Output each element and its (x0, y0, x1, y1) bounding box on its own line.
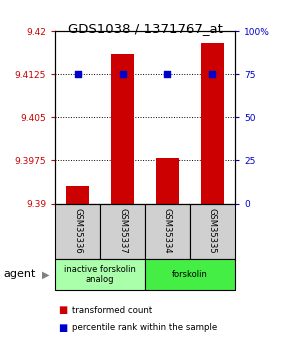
Text: GDS1038 / 1371767_at: GDS1038 / 1371767_at (68, 22, 222, 36)
Text: forskolin: forskolin (172, 270, 208, 279)
Bar (100, 204, 145, 259)
Text: GSM35335: GSM35335 (208, 208, 217, 254)
Bar (55, 204, 100, 259)
Point (75, 71, 80, 77)
Text: agent: agent (3, 269, 35, 279)
Bar (156, 158, 179, 204)
Text: percentile rank within the sample: percentile rank within the sample (72, 323, 218, 332)
Text: ■: ■ (58, 323, 67, 333)
Bar (201, 42, 224, 204)
Bar (145, 259, 235, 290)
Bar (190, 204, 235, 259)
Text: transformed count: transformed count (72, 306, 153, 315)
Text: GSM35337: GSM35337 (118, 208, 127, 254)
Bar (111, 54, 134, 204)
Point (120, 71, 125, 77)
Text: GSM35336: GSM35336 (73, 208, 82, 254)
Bar (66, 186, 89, 204)
Text: ▶: ▶ (42, 269, 50, 279)
Text: inactive forskolin
analog: inactive forskolin analog (64, 265, 136, 284)
Point (210, 71, 215, 77)
Text: ■: ■ (58, 306, 67, 315)
Point (165, 71, 170, 77)
Bar (145, 204, 190, 259)
Bar (55, 259, 145, 290)
Text: GSM35334: GSM35334 (163, 208, 172, 254)
